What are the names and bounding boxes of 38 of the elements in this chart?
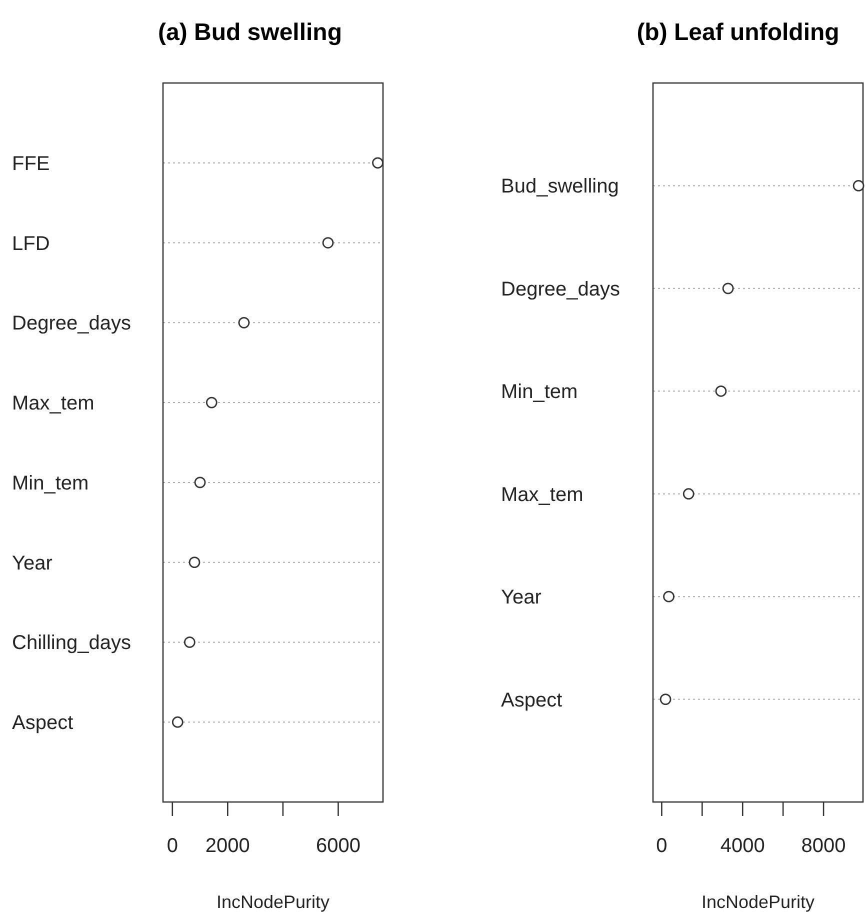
y-tick-label: Max_tem [12,392,94,415]
x-tick-label: 4000 [720,835,765,857]
y-tick-label: Min_tem [501,381,578,404]
y-tick-label: Min_tem [12,472,89,494]
y-tick-label: FFE [12,152,50,175]
y-tick-label: Aspect [12,712,74,734]
point [188,556,200,568]
chart-title: (b) Leaf unfolding [636,19,840,46]
y-tick-label: Max_tem [501,484,584,506]
point [322,237,334,248]
y-tick-label: Aspect [501,689,563,712]
y-tick-label: LFD [12,232,50,255]
point [660,694,672,705]
x-tick-label: 8000 [801,835,846,857]
x-tick-label: 6000 [316,835,360,857]
point [194,476,206,488]
point [663,590,674,602]
point [184,636,196,648]
point [722,282,734,294]
y-tick-label: Degree_days [12,312,131,335]
x-tick-label: 2000 [205,835,250,857]
point [206,396,218,408]
y-tick-label: Degree_days [501,278,620,300]
point [172,716,184,728]
x-axis-title: IncNodePurity [216,892,330,912]
x-tick-label: 0 [166,835,178,857]
point [852,180,864,192]
y-tick-label: Year [12,552,53,574]
y-tick-label: Year [501,586,542,609]
chart-title: (a) Bud swelling [158,19,342,46]
point [238,316,250,328]
y-tick-label: Chilling_days [12,632,131,654]
point [372,157,384,169]
x-axis-title: IncNodePurity [701,892,815,912]
point [715,385,727,397]
x-tick-label: 0 [656,835,668,857]
y-tick-label: Bud_swelling [501,176,619,198]
point [682,488,694,500]
